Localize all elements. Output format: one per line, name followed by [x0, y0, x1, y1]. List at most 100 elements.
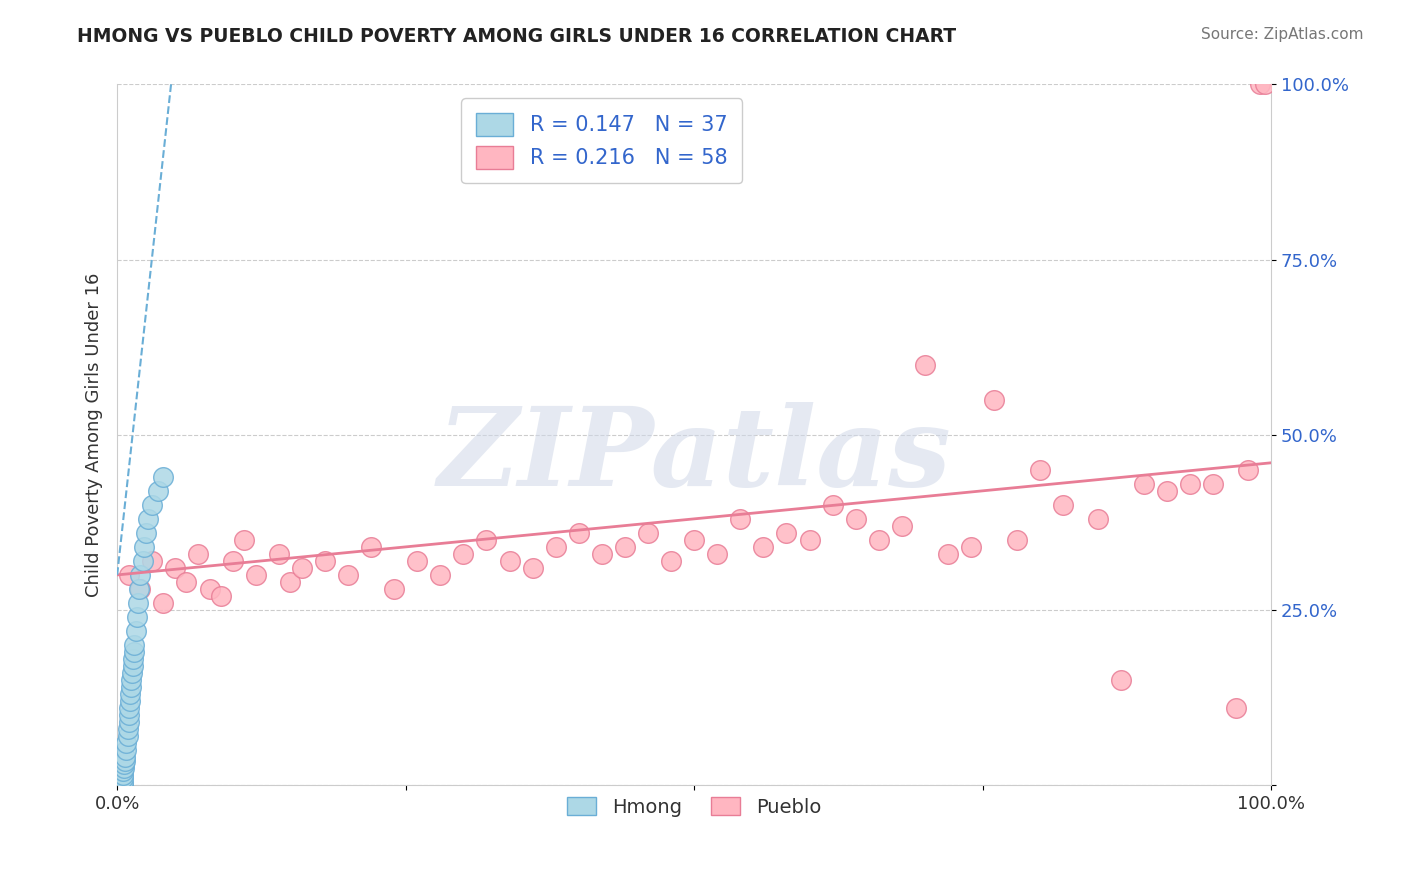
Point: [124, 624, 146, 638]
Point: [429, 568, 451, 582]
Point: [135, 525, 157, 540]
Text: ZIPatlas: ZIPatlas: [437, 402, 950, 509]
Point: [163, 561, 186, 575]
Point: [176, 574, 198, 589]
Point: [115, 743, 138, 757]
Point: [118, 687, 141, 701]
Point: [114, 754, 136, 768]
Point: [245, 568, 267, 582]
Point: [706, 547, 728, 561]
Point: [127, 596, 149, 610]
Point: [117, 729, 139, 743]
Point: [132, 540, 155, 554]
Point: [112, 761, 135, 775]
Point: [1202, 476, 1225, 491]
Point: [983, 392, 1005, 407]
Text: Source: ZipAtlas.com: Source: ZipAtlas.com: [1201, 27, 1364, 42]
Point: [128, 582, 150, 596]
Point: [118, 714, 141, 729]
Point: [152, 470, 174, 484]
Point: [122, 659, 145, 673]
Point: [111, 771, 134, 785]
Point: [336, 568, 359, 582]
Point: [475, 533, 498, 547]
Point: [125, 610, 148, 624]
Point: [141, 498, 163, 512]
Point: [129, 582, 152, 596]
Point: [118, 568, 141, 582]
Point: [1237, 463, 1260, 477]
Point: [936, 547, 959, 561]
Point: [522, 561, 544, 575]
Point: [278, 574, 301, 589]
Point: [146, 483, 169, 498]
Point: [1133, 476, 1156, 491]
Point: [124, 638, 146, 652]
Point: [152, 596, 174, 610]
Point: [314, 554, 336, 568]
Point: [129, 568, 152, 582]
Point: [659, 554, 682, 568]
Point: [121, 666, 143, 681]
Point: [1254, 78, 1277, 92]
Point: [498, 554, 520, 568]
Point: [120, 673, 142, 687]
Point: [117, 722, 139, 736]
Legend: Hmong, Pueblo: Hmong, Pueblo: [560, 789, 830, 824]
Point: [209, 589, 232, 603]
Point: [683, 533, 706, 547]
Point: [111, 764, 134, 778]
Point: [845, 512, 868, 526]
Point: [360, 540, 382, 554]
Point: [453, 547, 475, 561]
Point: [118, 701, 141, 715]
Point: [752, 540, 775, 554]
Point: [138, 512, 160, 526]
Point: [233, 533, 256, 547]
Point: [613, 540, 636, 554]
Point: [141, 554, 163, 568]
Point: [730, 512, 752, 526]
Point: [382, 582, 405, 596]
Point: [112, 757, 135, 772]
Point: [1180, 476, 1202, 491]
Point: [131, 554, 153, 568]
Point: [124, 645, 146, 659]
Point: [1052, 498, 1074, 512]
Point: [1109, 673, 1132, 687]
Point: [267, 547, 290, 561]
Point: [118, 694, 141, 708]
Point: [1249, 78, 1271, 92]
Point: [1225, 701, 1247, 715]
Point: [890, 519, 912, 533]
Point: [118, 708, 141, 723]
Text: HMONG VS PUEBLO CHILD POVERTY AMONG GIRLS UNDER 16 CORRELATION CHART: HMONG VS PUEBLO CHILD POVERTY AMONG GIRL…: [77, 27, 956, 45]
Point: [544, 540, 567, 554]
Point: [775, 525, 797, 540]
Point: [187, 547, 209, 561]
Point: [1005, 533, 1028, 547]
Point: [406, 554, 429, 568]
Point: [291, 561, 314, 575]
Point: [914, 358, 936, 372]
Point: [568, 525, 591, 540]
Point: [115, 736, 138, 750]
Point: [114, 750, 136, 764]
Point: [198, 582, 221, 596]
Point: [1029, 463, 1052, 477]
Point: [111, 767, 134, 781]
Point: [1156, 483, 1178, 498]
Point: [122, 652, 145, 666]
Point: [821, 498, 844, 512]
Point: [111, 778, 134, 792]
Point: [637, 525, 659, 540]
Point: [591, 547, 613, 561]
Point: [111, 774, 134, 789]
Point: [1087, 512, 1109, 526]
Point: [221, 554, 243, 568]
Y-axis label: Child Poverty Among Girls Under 16: Child Poverty Among Girls Under 16: [86, 273, 103, 597]
Point: [120, 680, 142, 694]
Point: [960, 540, 983, 554]
Point: [868, 533, 890, 547]
Point: [799, 533, 821, 547]
